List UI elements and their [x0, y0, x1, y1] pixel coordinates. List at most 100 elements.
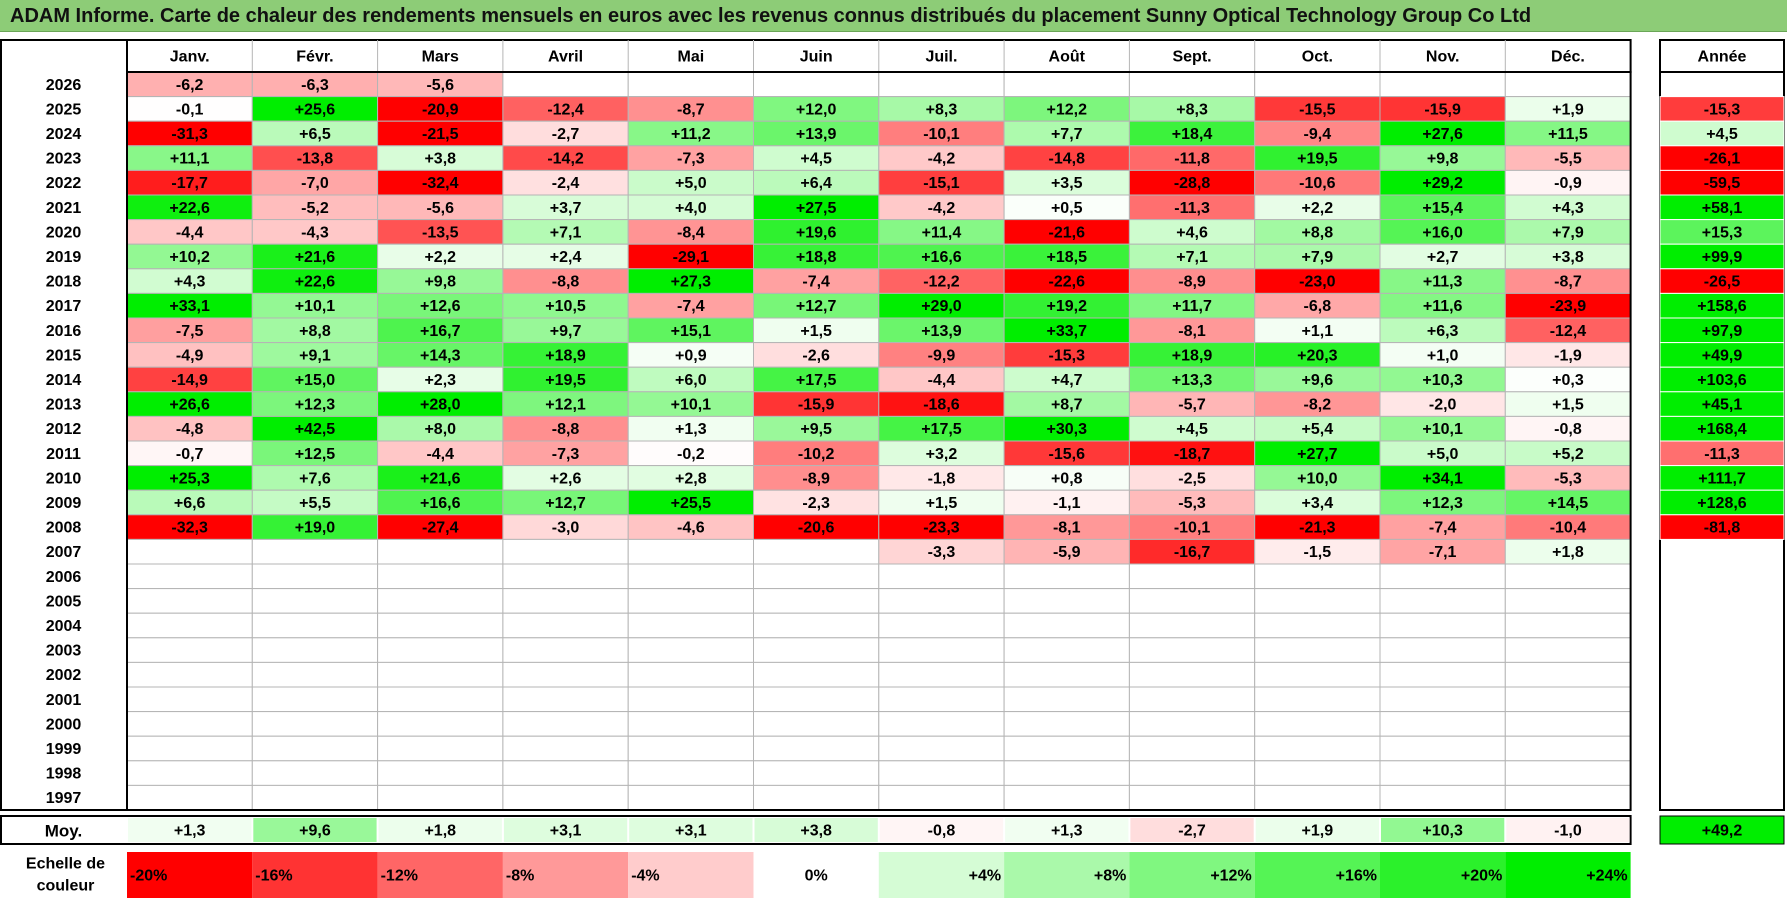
- scale-label: Echelle de: [26, 856, 105, 873]
- heatmap-cell: [377, 735, 504, 762]
- cell-value: -16,7: [1174, 544, 1211, 561]
- year-label: 2010: [46, 470, 82, 487]
- heatmap-cell: [1003, 415, 1130, 442]
- heatmap-cell: [878, 342, 1005, 368]
- scale-swatch-label: +20%: [1461, 868, 1502, 885]
- cell-value: -15,3: [1049, 347, 1086, 364]
- cell-value: +15,1: [671, 323, 712, 340]
- cell-value: -2,6: [802, 347, 830, 364]
- cell-value: +30,3: [1047, 421, 1088, 438]
- cell-value: +10,0: [1297, 470, 1338, 487]
- cell-value: +22,6: [169, 200, 210, 217]
- heatmap-cell: [1003, 292, 1130, 319]
- cell-value: +19,0: [295, 520, 336, 537]
- year-label: 2004: [46, 618, 82, 635]
- cell-value: -17,7: [171, 175, 208, 192]
- average-cell: [378, 818, 502, 842]
- cell-value: +0,5: [1051, 200, 1083, 217]
- annual-average-cell: [1659, 815, 1785, 845]
- cell-value: +16,7: [420, 323, 461, 340]
- heatmap-cell: [1003, 489, 1130, 516]
- cell-value: +12,6: [420, 298, 461, 315]
- heatmap-cell: [251, 637, 379, 663]
- annual-cell: [1659, 489, 1785, 516]
- cell-value: +33,1: [169, 298, 210, 315]
- month-header: Déc.: [1551, 49, 1585, 66]
- year-label: 2007: [46, 544, 82, 561]
- heatmap-cell: [126, 612, 253, 639]
- heatmap-cell: [126, 711, 253, 737]
- annual-value: -26,1: [1704, 151, 1741, 168]
- cell-value: -7,0: [301, 175, 329, 192]
- cell-value: +6,6: [174, 495, 206, 512]
- scale-swatch-label: -8%: [506, 868, 534, 885]
- average-value: -2,7: [1178, 823, 1206, 840]
- heatmap-cell: [1504, 661, 1632, 688]
- year-label: 2014: [46, 372, 82, 389]
- heatmap-cell: [753, 661, 880, 688]
- cell-value: +11,3: [1423, 274, 1463, 291]
- cell-value: -15,6: [1049, 446, 1086, 463]
- heatmap-cell: [1504, 243, 1632, 270]
- heatmap-cell: [126, 366, 253, 393]
- cell-value: +9,5: [800, 421, 832, 438]
- cell-value: +4,0: [675, 200, 707, 217]
- cell-value: -21,6: [1049, 224, 1086, 241]
- year-label: 2005: [46, 593, 82, 610]
- heatmap-cell: [251, 784, 379, 811]
- cell-value: -29,1: [673, 249, 710, 266]
- average-cell: [629, 818, 753, 842]
- heatmap-cell: [377, 784, 504, 811]
- heatmap-cell: [878, 366, 1005, 393]
- heatmap-cell: [502, 538, 629, 565]
- cell-value: +12,0: [796, 101, 837, 118]
- heatmap-cell: [251, 514, 379, 540]
- heatmap-cell: [1504, 612, 1632, 639]
- month-header: Oct.: [1302, 49, 1333, 66]
- cell-value: +7,7: [1051, 126, 1083, 143]
- heatmap-cell: [377, 440, 504, 467]
- cell-value: +0,3: [1552, 372, 1584, 389]
- heatmap-cell: [1128, 661, 1256, 688]
- cell-value: +28,0: [420, 397, 461, 414]
- year-label: 1997: [46, 790, 82, 807]
- cell-value: +2,3: [424, 372, 456, 389]
- average-value: +1,3: [1051, 823, 1083, 840]
- heatmap-cell: [878, 169, 1005, 196]
- cell-value: +16,0: [1422, 224, 1463, 241]
- cell-value: -5,6: [426, 77, 454, 94]
- cell-value: +6,0: [675, 372, 707, 389]
- heatmap-cell: [1379, 440, 1506, 467]
- heatmap-cell: [1504, 588, 1632, 614]
- heatmap-cell: [1254, 661, 1381, 688]
- heatmap-cell: [502, 637, 629, 663]
- cell-value: -1,1: [1053, 495, 1081, 512]
- year-label: 2017: [46, 298, 82, 315]
- heatmap-cell: [878, 612, 1005, 639]
- heatmap-cell: [1254, 637, 1381, 663]
- cell-value: +10,1: [1422, 421, 1463, 438]
- cell-value: +34,1: [1422, 470, 1463, 487]
- heatmap-cell: [878, 637, 1005, 663]
- cell-value: +4,6: [1176, 224, 1208, 241]
- cell-value: -7,4: [1429, 520, 1457, 537]
- heatmap-cell: [753, 563, 880, 590]
- annual-value: +99,9: [1702, 249, 1743, 266]
- cell-value: -8,2: [1304, 397, 1332, 414]
- scale-swatch-label: -4%: [631, 868, 659, 885]
- cell-value: -15,5: [1299, 101, 1336, 118]
- cell-value: -12,4: [547, 101, 584, 118]
- heatmap-cell: [753, 784, 880, 811]
- heatmap-cell: [1254, 686, 1381, 713]
- average-cell: [879, 818, 1004, 842]
- cell-value: +4,7: [1051, 372, 1083, 389]
- annual-value: -15,3: [1704, 101, 1741, 118]
- heatmap-cell: [753, 711, 880, 737]
- cell-value: -1,8: [928, 470, 956, 487]
- cell-value: +16,6: [921, 249, 962, 266]
- heatmap-cell: [1504, 686, 1632, 713]
- cell-value: +11,6: [1423, 298, 1463, 315]
- heatmap-cell: [753, 612, 880, 639]
- annual-value: +111,7: [1698, 470, 1746, 487]
- annual-value: -59,5: [1704, 175, 1741, 192]
